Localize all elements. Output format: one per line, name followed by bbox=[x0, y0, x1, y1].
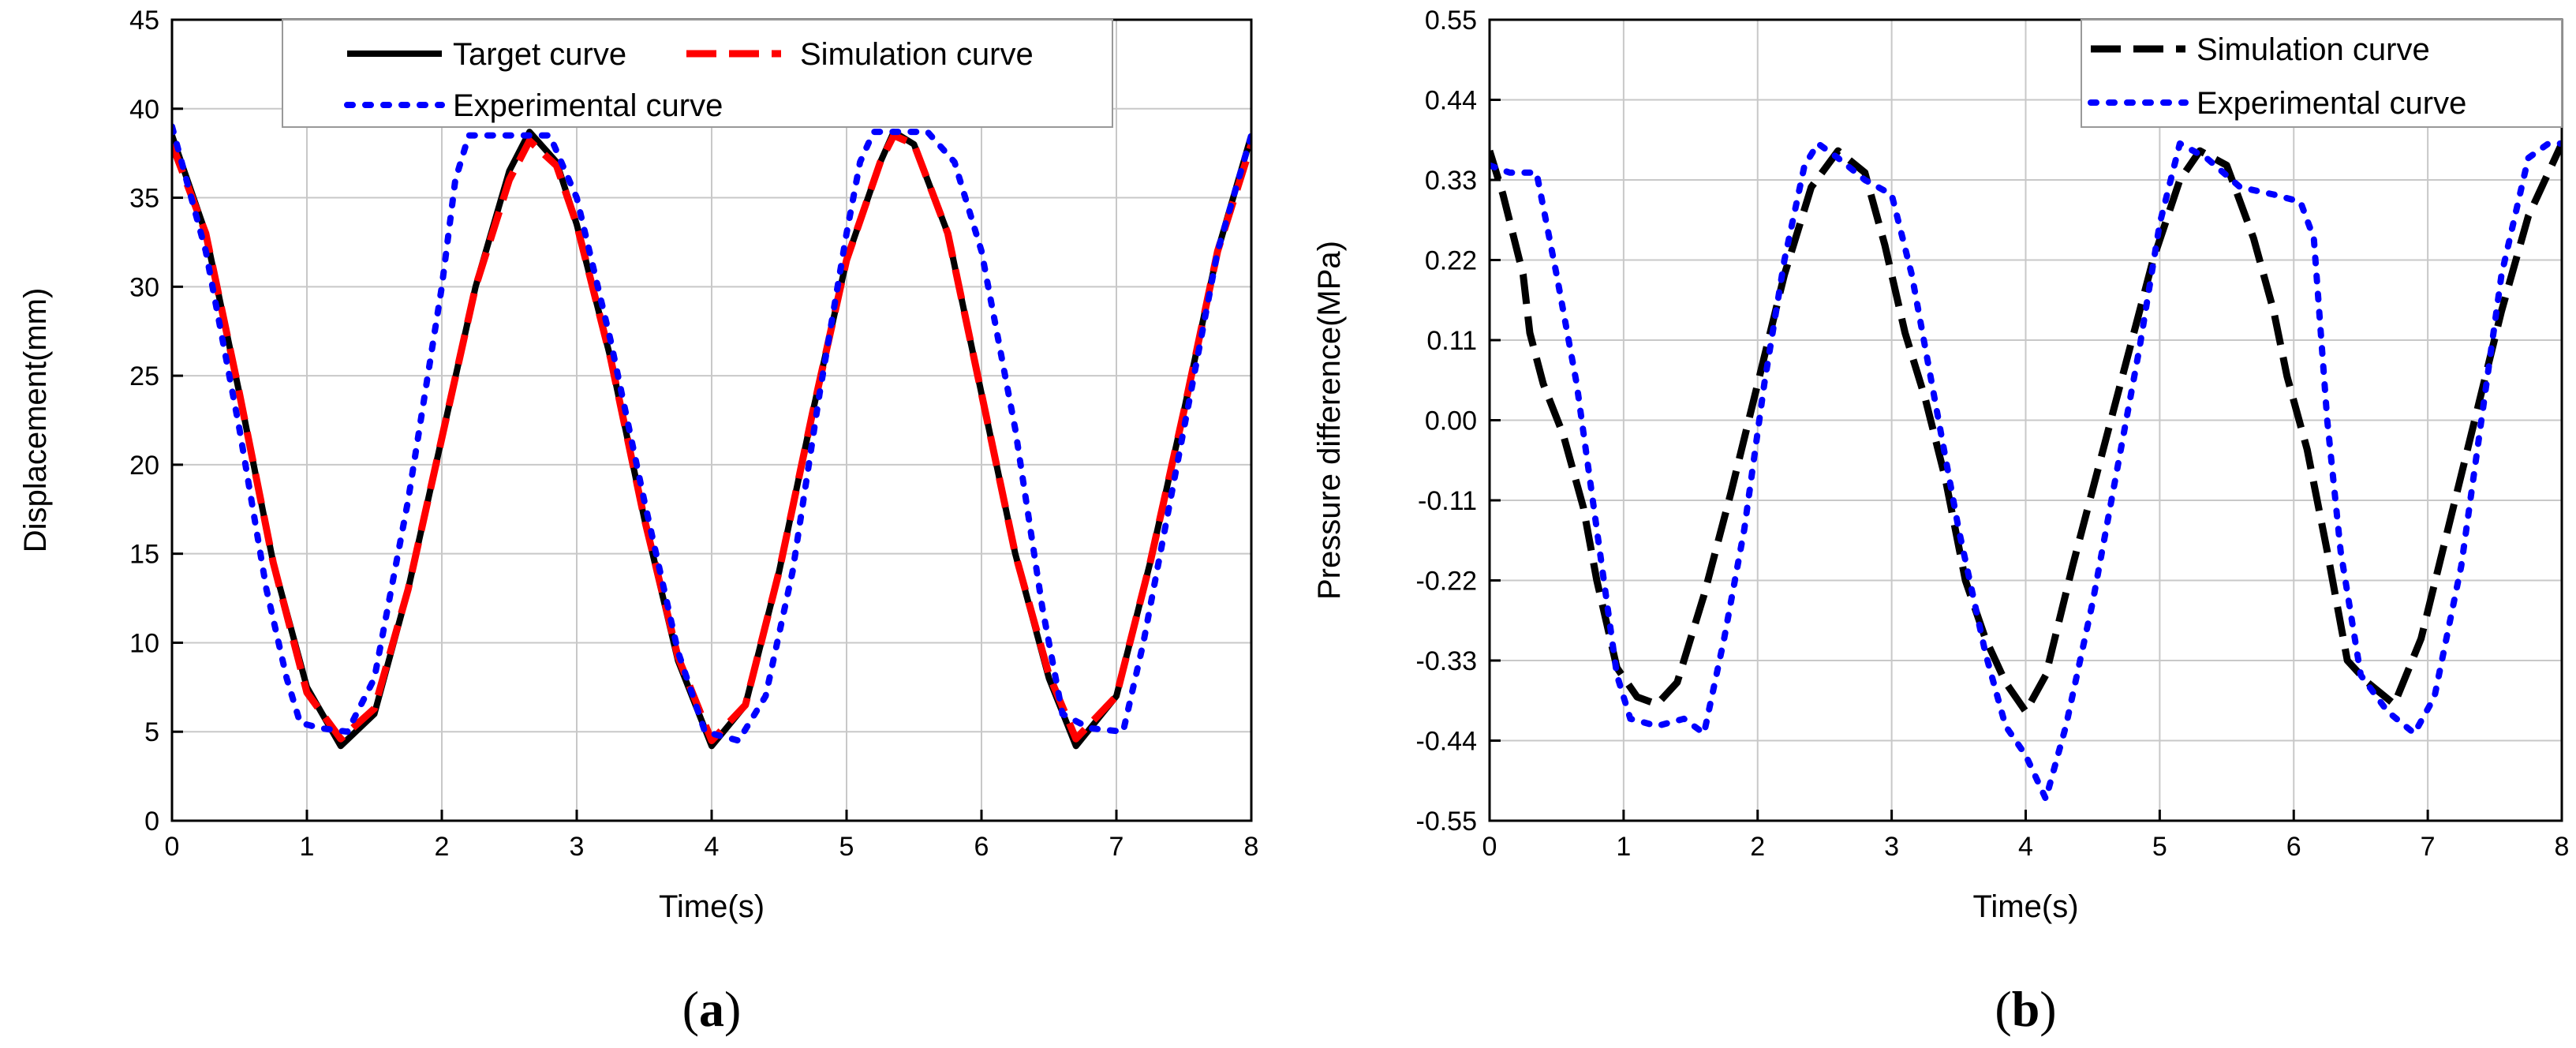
y-tick-label: -0.44 bbox=[1416, 727, 1478, 757]
y-tick-label: 0.11 bbox=[1426, 326, 1477, 356]
legend-box bbox=[282, 19, 1113, 128]
legend-box bbox=[2081, 19, 2563, 128]
y-tick-label: 0.33 bbox=[1425, 166, 1477, 196]
y-tick-label: -0.55 bbox=[1416, 807, 1478, 837]
legend-label: Experimental curve bbox=[453, 88, 723, 123]
panel-label: (a) bbox=[682, 981, 742, 1037]
legend-label: Experimental curve bbox=[2197, 86, 2466, 121]
x-tick-label: 4 bbox=[705, 832, 720, 862]
series-line-experimental-curve bbox=[1490, 140, 2562, 803]
y-tick-label: 30 bbox=[129, 272, 159, 302]
y-tick-label: 0.55 bbox=[1425, 6, 1477, 36]
chart-b: 0 1 2 3 4 5 6 7 8 -0.55 -0.44 -0.33 -0.22 -0.11 0.00 0.… bbox=[1312, 6, 2569, 1037]
y-tick-label: 0 bbox=[144, 807, 159, 837]
x-tick-label: 4 bbox=[2018, 832, 2033, 862]
legend: Simulation curve Experimental curve bbox=[2081, 19, 2563, 128]
y-tick-label: 45 bbox=[129, 6, 159, 36]
panel-label: (b) bbox=[1995, 981, 2056, 1037]
chart-a: 0 1 2 3 4 5 6 7 8051015202530354045Time(s)Displa… bbox=[18, 6, 1258, 1037]
y-tick-label: -0.33 bbox=[1416, 646, 1478, 676]
x-tick-label: 8 bbox=[1244, 832, 1259, 862]
x-tick-label: 5 bbox=[2152, 832, 2167, 862]
y-tick-label: -0.22 bbox=[1416, 567, 1478, 597]
x-tick-label: 1 bbox=[300, 832, 315, 862]
x-tick-label: 0 bbox=[165, 832, 180, 862]
y-tick-label: 0.22 bbox=[1425, 246, 1477, 276]
x-axis-label: Time(s) bbox=[659, 889, 765, 924]
legend-label: Simulation curve bbox=[2197, 32, 2430, 67]
y-tick-label: -0.11 bbox=[1418, 486, 1477, 516]
x-tick-label: 7 bbox=[1109, 832, 1124, 862]
legend: Target curve Simulation curve Experimental… bbox=[282, 19, 1113, 128]
y-tick-label: 35 bbox=[129, 184, 159, 214]
legend-label: Target curve bbox=[453, 37, 626, 72]
x-tick-label: 2 bbox=[1750, 832, 1765, 862]
x-tick-label: 2 bbox=[435, 832, 450, 862]
y-tick-label: 15 bbox=[129, 540, 159, 570]
x-axis-label: Time(s) bbox=[1972, 889, 2078, 924]
y-tick-label: 40 bbox=[129, 95, 159, 125]
y-tick-label: 20 bbox=[129, 451, 159, 481]
x-tick-label: 3 bbox=[570, 832, 585, 862]
x-tick-label: 1 bbox=[1616, 832, 1631, 862]
x-tick-label: 6 bbox=[2286, 832, 2301, 862]
y-axis-label: Displacement(mm) bbox=[18, 288, 53, 553]
series-line-experimental-curve bbox=[172, 123, 1251, 744]
x-tick-label: 6 bbox=[974, 832, 989, 862]
y-tick-label: 10 bbox=[129, 628, 159, 658]
y-tick-label: 0.00 bbox=[1425, 406, 1477, 436]
y-tick-label: 0.44 bbox=[1425, 86, 1477, 116]
y-tick-label: 5 bbox=[144, 717, 159, 747]
x-tick-label: 7 bbox=[2421, 832, 2436, 862]
legend-label: Simulation curve bbox=[800, 37, 1034, 72]
y-tick-label: 25 bbox=[129, 361, 159, 391]
x-tick-label: 5 bbox=[839, 832, 854, 862]
x-tick-label: 3 bbox=[1884, 832, 1899, 862]
x-tick-label: 8 bbox=[2555, 832, 2570, 862]
x-tick-label: 0 bbox=[1482, 832, 1497, 862]
y-axis-label: Pressure difference(MPa) bbox=[1312, 241, 1347, 600]
